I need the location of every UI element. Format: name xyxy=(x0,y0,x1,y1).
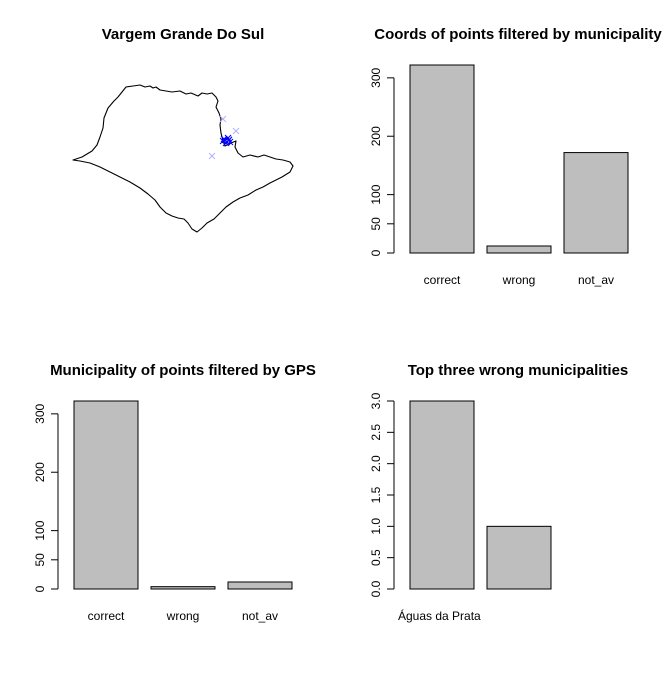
bar-chart-top-wrong-municipalities: Top three wrong municipalities Águas da P… xyxy=(369,362,628,623)
bar-wrong xyxy=(150,586,216,590)
y-tick-label: 2.0 xyxy=(369,455,383,472)
map-point-main xyxy=(219,137,227,145)
y-tick-label: 200 xyxy=(369,126,383,146)
bar-águas-da-prata xyxy=(409,400,475,590)
y-tick-label: 0.5 xyxy=(369,549,383,566)
y-tick-label: 1.5 xyxy=(369,486,383,503)
map-point-light xyxy=(208,152,216,160)
category-label: wrong xyxy=(166,609,200,623)
state-outline-map xyxy=(72,84,294,233)
y-tick-label: 200 xyxy=(33,462,47,482)
chart-title: Municipality of points filtered by GPS xyxy=(50,362,316,379)
y-tick-label: 300 xyxy=(369,68,383,88)
category-label: not_av xyxy=(242,609,278,623)
category-label: Águas da Prata xyxy=(398,608,481,623)
y-tick-label: 100 xyxy=(369,184,383,204)
chart-title: Coords of points filtered by municipalit… xyxy=(374,26,662,43)
y-tick-label: 2.5 xyxy=(369,424,383,441)
bar-bar-1 xyxy=(486,525,552,590)
category-label: correct xyxy=(88,609,125,623)
bar-wrong xyxy=(486,245,552,254)
y-tick-label: 50 xyxy=(369,217,383,231)
bar-not_av xyxy=(227,581,293,590)
y-tick-label: 3.0 xyxy=(369,392,383,409)
map-panel: Vargem Grande Do Sul xyxy=(72,26,294,233)
category-label: correct xyxy=(424,273,461,287)
y-tick-label: 0.0 xyxy=(369,580,383,597)
bar-correct xyxy=(73,400,139,590)
y-tick-label: 0 xyxy=(33,585,47,592)
bar-correct xyxy=(409,64,475,254)
bar-chart-municipality-by-gps: Municipality of points filtered by GPS co… xyxy=(33,362,316,623)
map-point-main xyxy=(220,135,228,143)
category-label: wrong xyxy=(502,273,536,287)
chart-title: Top three wrong municipalities xyxy=(408,362,629,379)
map-point-main xyxy=(222,139,230,147)
bar-chart-coords-by-municipality: Coords of points filtered by municipalit… xyxy=(369,26,662,287)
map-point-main xyxy=(224,134,232,142)
map-title: Vargem Grande Do Sul xyxy=(102,26,265,43)
y-tick-label: 1.0 xyxy=(369,518,383,535)
y-tick-label: 50 xyxy=(33,553,47,567)
category-label: not_av xyxy=(578,273,614,287)
map-point-light xyxy=(219,115,227,123)
y-tick-label: 300 xyxy=(33,404,47,424)
bar-not_av xyxy=(563,152,629,254)
y-tick-label: 0 xyxy=(369,249,383,256)
map-point-main xyxy=(226,138,234,146)
y-tick-label: 100 xyxy=(33,520,47,540)
map-points xyxy=(208,115,240,160)
map-point-light xyxy=(232,127,240,135)
